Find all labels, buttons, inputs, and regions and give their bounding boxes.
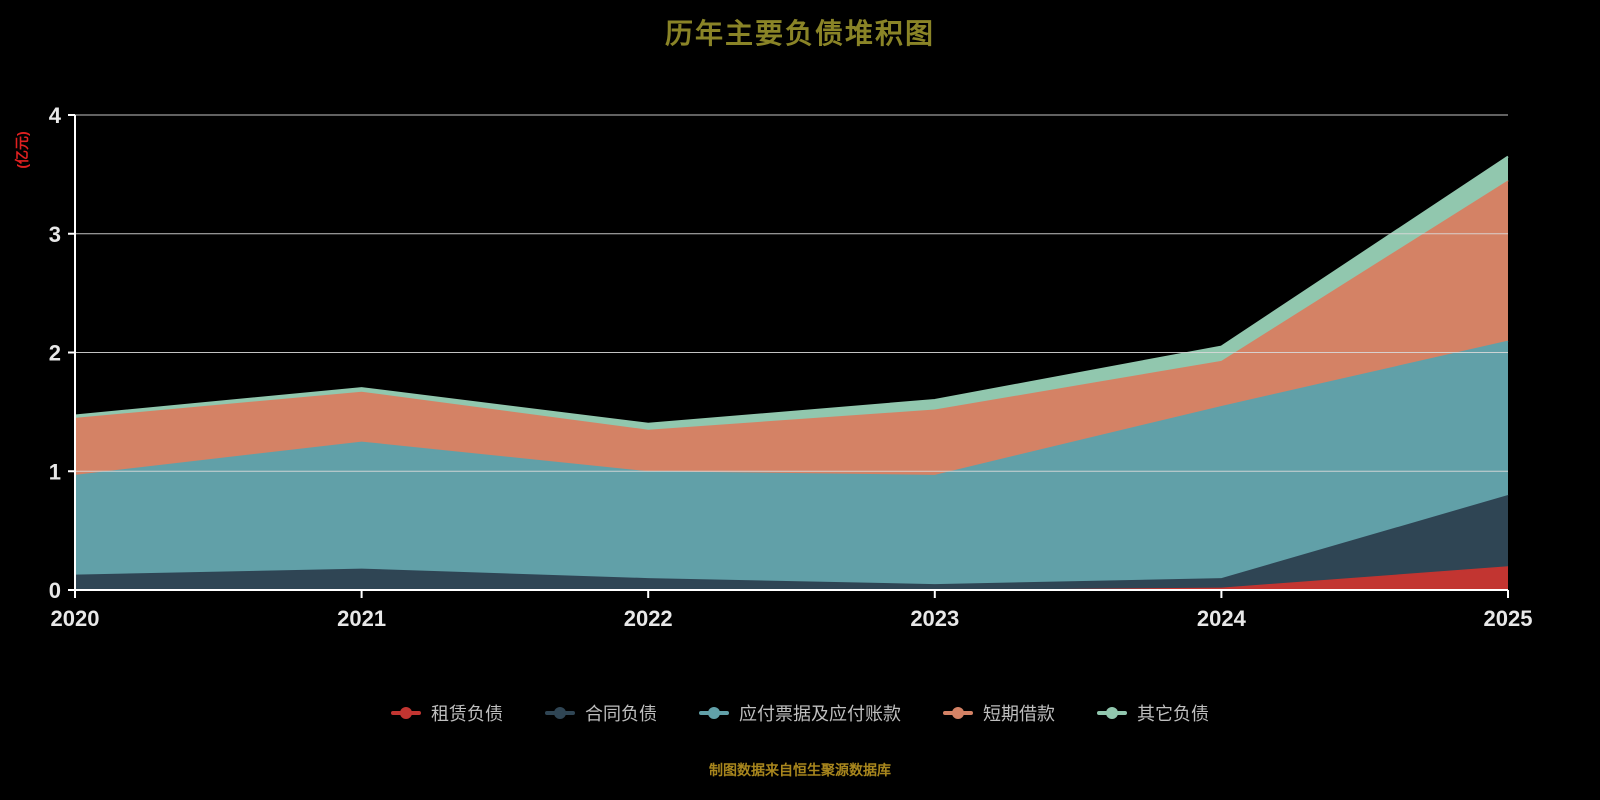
chart-title: 历年主要负债堆积图 (664, 18, 935, 49)
data-source-note: 制图数据来自恒生聚源数据库 (709, 762, 891, 778)
legend-item-3[interactable]: 短期借款 (943, 700, 1055, 726)
x-tick-label-2022: 2022 (624, 606, 673, 631)
area-border-4 (74, 155, 1509, 425)
y-tick-label-2: 2 (49, 341, 61, 366)
legend-item-2[interactable]: 应付票据及应付账款 (699, 700, 901, 726)
x-tick-label-2025: 2025 (1484, 606, 1533, 631)
y-axis-unit: (亿元) (14, 131, 30, 169)
legend-marker-icon (943, 707, 973, 719)
legend-dot-icon (1106, 707, 1118, 719)
legend-marker-icon (699, 707, 729, 719)
legend-marker-icon (545, 707, 575, 719)
y-tick-label-0: 0 (49, 578, 61, 603)
legend-label: 应付票据及应付账款 (739, 704, 901, 724)
legend-label: 租赁负债 (431, 704, 503, 724)
y-tick-label-4: 4 (49, 103, 62, 128)
legend-dot-icon (400, 707, 412, 719)
legend-marker-icon (1097, 707, 1127, 719)
x-tick-label-2024: 2024 (1197, 606, 1247, 631)
y-tick-label-3: 3 (49, 222, 61, 247)
legend-dot-icon (554, 707, 566, 719)
y-tick-label-1: 1 (49, 459, 61, 484)
area-series-1 (75, 495, 1508, 590)
legend-item-1[interactable]: 合同负债 (545, 700, 657, 726)
legend-label: 合同负债 (585, 704, 657, 724)
x-tick-label-2023: 2023 (910, 606, 959, 631)
legend-dot-icon (952, 707, 964, 719)
legend: 租赁负债 合同负债 应付票据及应付账款 短期借款 其它负债 (0, 700, 1600, 726)
legend-item-4[interactable]: 其它负债 (1097, 700, 1209, 726)
legend-item-0[interactable]: 租赁负债 (391, 700, 503, 726)
legend-label: 其它负债 (1137, 704, 1209, 724)
legend-dot-icon (708, 707, 720, 719)
area-series-4 (75, 156, 1508, 430)
legend-marker-icon (391, 707, 421, 719)
legend-label: 短期借款 (983, 704, 1055, 724)
area-series-0 (75, 566, 1508, 590)
x-tick-label-2021: 2021 (337, 606, 386, 631)
area-series-2 (75, 340, 1508, 585)
x-tick-label-2020: 2020 (51, 606, 100, 631)
